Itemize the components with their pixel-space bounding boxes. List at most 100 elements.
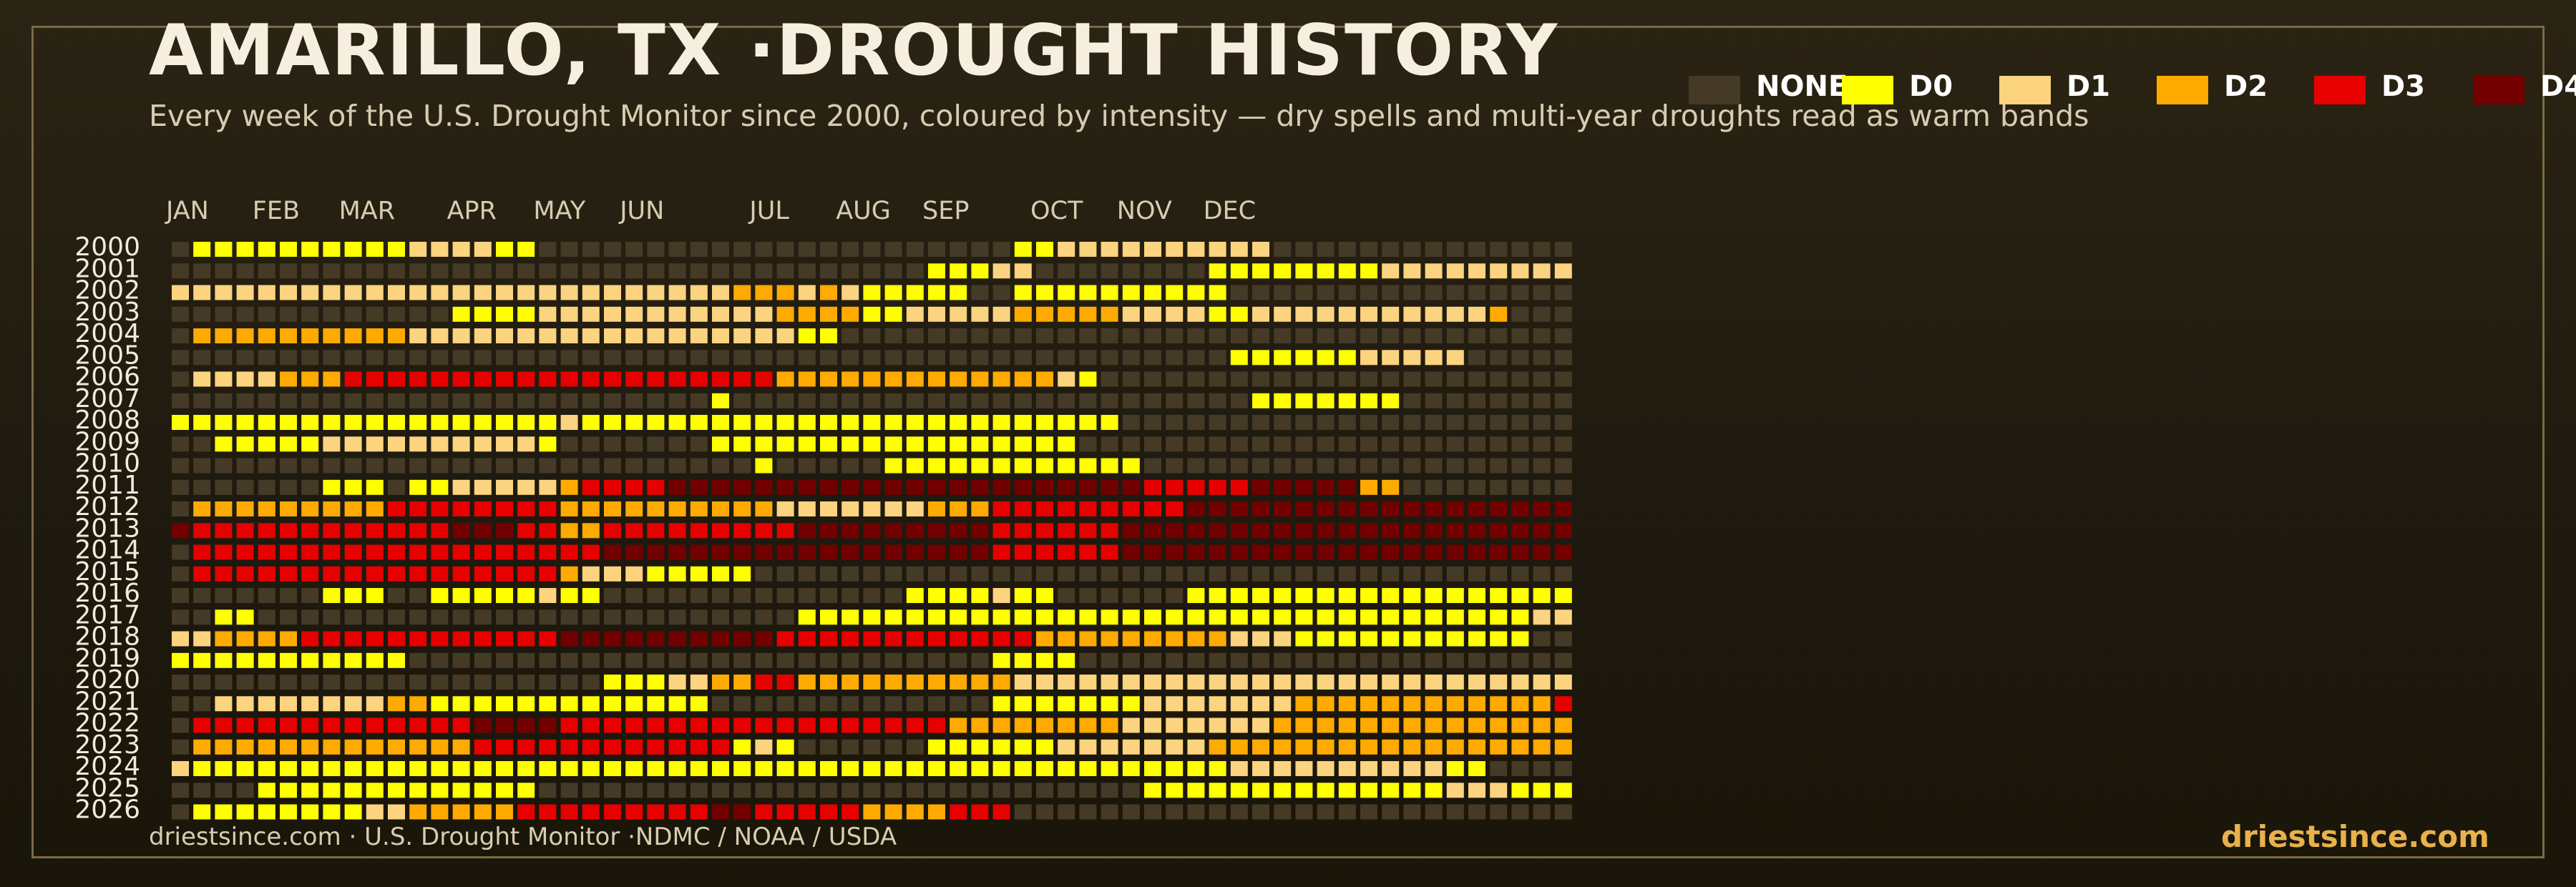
week-cell	[1338, 479, 1356, 495]
week-cell	[172, 717, 189, 733]
week-cell	[625, 696, 643, 712]
week-cell	[1338, 652, 1356, 668]
week-cell	[366, 371, 384, 387]
week-cell	[323, 328, 341, 343]
week-cell	[971, 804, 989, 820]
week-cell	[928, 609, 945, 625]
week-cell	[1382, 436, 1400, 452]
week-cell	[668, 652, 686, 668]
week-cell	[409, 415, 427, 430]
week-cell	[1382, 609, 1400, 625]
week-cell	[1144, 631, 1161, 647]
week-cell	[172, 588, 189, 603]
week-cell	[344, 285, 362, 300]
week-cell	[474, 350, 492, 366]
week-cell	[1079, 696, 1097, 712]
week-cell	[560, 675, 578, 690]
week-cell	[992, 804, 1010, 820]
week-cell	[798, 436, 816, 452]
week-cell	[863, 415, 881, 430]
week-cell	[776, 350, 794, 366]
week-cell	[1036, 371, 1053, 387]
week-cell	[1122, 717, 1140, 733]
week-cell	[1144, 350, 1161, 366]
week-cell	[1382, 479, 1400, 495]
week-cell	[496, 393, 513, 408]
week-cell	[1403, 350, 1421, 366]
week-cell	[841, 783, 859, 798]
week-cell	[712, 696, 729, 712]
week-cell	[1317, 566, 1335, 582]
week-cell	[992, 652, 1010, 668]
week-cell	[1382, 804, 1400, 820]
week-cell	[323, 675, 341, 690]
week-cell	[1122, 783, 1140, 798]
week-cell	[992, 696, 1010, 712]
week-cell	[1230, 285, 1248, 300]
week-cell	[1533, 479, 1551, 495]
week-cell	[798, 306, 816, 322]
week-cell	[1079, 523, 1097, 539]
week-cell	[647, 328, 665, 343]
week-cell	[1252, 350, 1269, 366]
week-cell	[863, 436, 881, 452]
week-cell	[776, 263, 794, 279]
week-cell	[496, 242, 513, 257]
week-cell	[1144, 523, 1161, 539]
week-cell	[301, 371, 319, 387]
week-cell	[1360, 566, 1377, 582]
week-cell	[1468, 675, 1485, 690]
week-cell	[1403, 675, 1421, 690]
week-cell	[1511, 739, 1529, 755]
week-cell	[215, 675, 233, 690]
week-cell	[1014, 263, 1032, 279]
week-cell	[1144, 783, 1161, 798]
week-cell	[1554, 652, 1572, 668]
week-cell	[820, 804, 837, 820]
week-cell	[1338, 306, 1356, 322]
week-cell	[884, 783, 902, 798]
week-cell	[1403, 415, 1421, 430]
week-cell	[1274, 696, 1292, 712]
week-cell	[323, 609, 341, 625]
week-cell	[1122, 393, 1140, 408]
week-cell	[798, 717, 816, 733]
week-cell	[1338, 739, 1356, 755]
week-cell	[690, 739, 708, 755]
week-cell	[884, 415, 902, 430]
week-cell	[690, 242, 708, 257]
week-cell	[820, 415, 837, 430]
week-cell	[1511, 371, 1529, 387]
week-cell	[258, 523, 275, 539]
week-cell	[820, 479, 837, 495]
week-cell	[712, 675, 729, 690]
month-label: NOV	[1117, 197, 1172, 225]
week-cell	[712, 717, 729, 733]
week-cell	[366, 652, 384, 668]
week-cell	[172, 350, 189, 366]
week-cell	[474, 631, 492, 647]
week-cell	[582, 696, 600, 712]
week-cell	[1468, 328, 1485, 343]
week-cell	[1079, 675, 1097, 690]
week-cell	[1014, 415, 1032, 430]
week-cell	[172, 675, 189, 690]
week-cell	[388, 436, 405, 452]
week-cell	[992, 393, 1010, 408]
week-cell	[258, 371, 275, 387]
week-cell	[1187, 393, 1205, 408]
week-cell	[755, 242, 773, 257]
week-cell	[193, 328, 211, 343]
week-cell	[280, 566, 297, 582]
week-cell	[193, 609, 211, 625]
week-cell	[1446, 804, 1464, 820]
week-cell	[1187, 783, 1205, 798]
week-cell	[1144, 717, 1161, 733]
week-cell	[1403, 609, 1421, 625]
week-cell	[496, 458, 513, 474]
week-cell	[1554, 783, 1572, 798]
week-cell	[236, 415, 254, 430]
week-cell	[1382, 783, 1400, 798]
week-cell	[409, 523, 427, 539]
week-cell	[1468, 609, 1485, 625]
